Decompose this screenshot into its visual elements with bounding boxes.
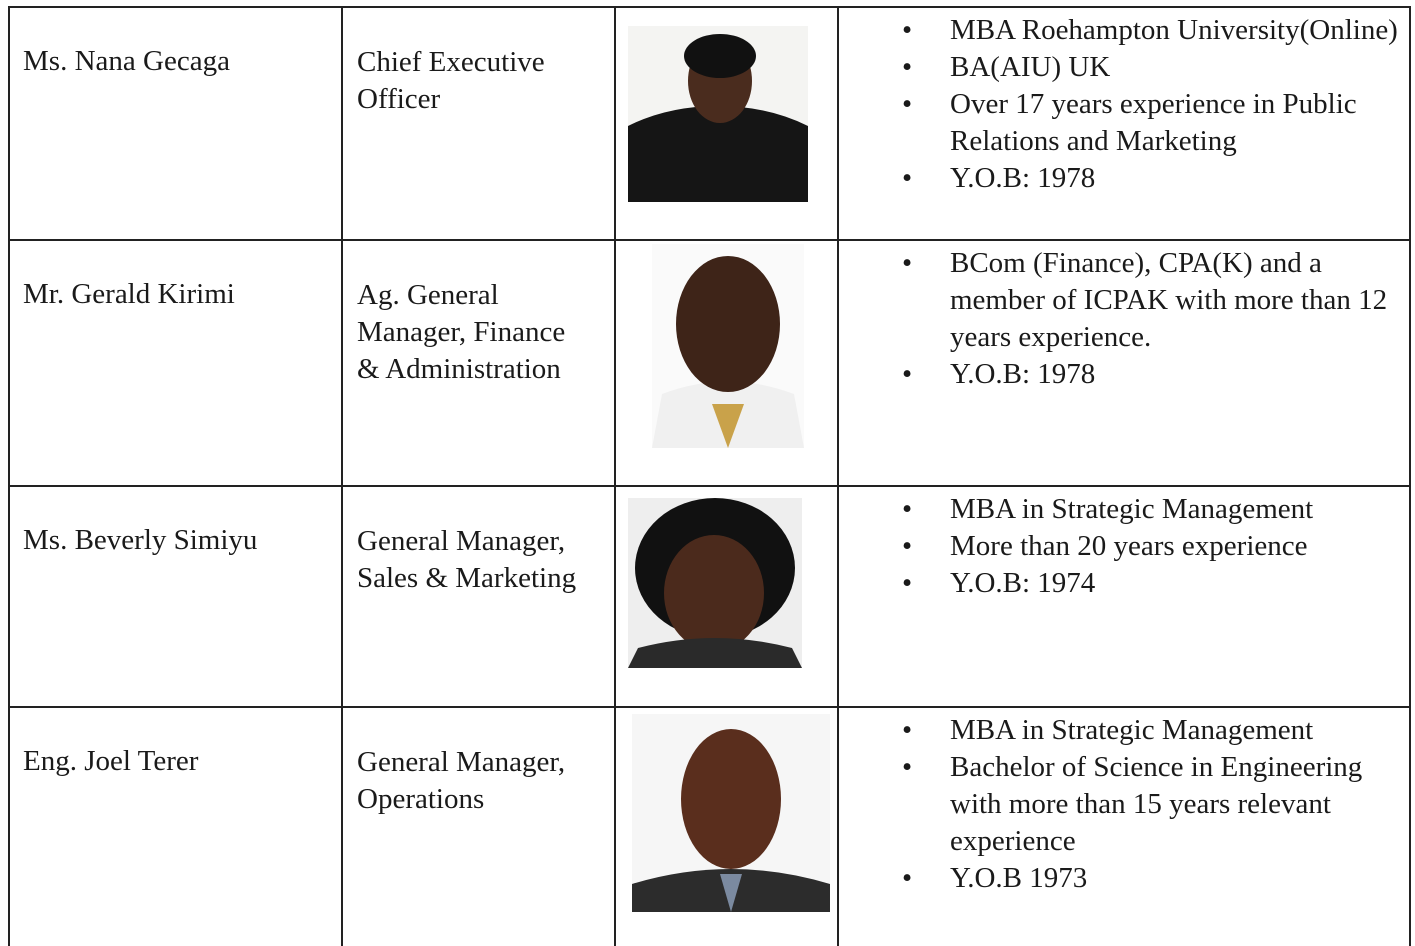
detail-item: Y.O.B 1973 — [902, 860, 1405, 897]
details: BCom (Finance), CPA(K) and a member of I… — [902, 245, 1405, 393]
photo — [628, 498, 802, 668]
detail-item: More than 20 years experience — [902, 528, 1405, 565]
detail-item: Y.O.B: 1978 — [902, 160, 1405, 197]
row-border — [8, 706, 1410, 708]
job-title-line: Manager, Finance — [357, 316, 566, 348]
job-title-line: Chief Executive — [357, 46, 545, 78]
detail-list: MBA in Strategic ManagementBachelor of S… — [902, 712, 1405, 897]
job-title: General Manager, Operations — [357, 744, 565, 818]
person-name: Eng. Joel Terer — [23, 745, 199, 777]
job-title-line: General Manager, — [357, 746, 566, 778]
photo — [628, 26, 808, 202]
column-border — [1409, 6, 1411, 946]
photo — [652, 244, 804, 448]
row-border — [8, 239, 1410, 241]
person-name: Ms. Nana Gecaga — [23, 45, 230, 77]
column-border — [837, 6, 839, 946]
job-title-line: & Administration — [357, 353, 561, 385]
detail-item: MBA in Strategic Management — [902, 712, 1405, 749]
detail-item: Over 17 years experience in Public Relat… — [902, 86, 1405, 160]
detail-item: Bachelor of Science in Engineering with … — [902, 749, 1405, 860]
details: MBA in Strategic ManagementMore than 20 … — [902, 491, 1405, 602]
details: MBA Roehampton University(Online)BA(AIU)… — [902, 12, 1405, 197]
detail-list: MBA Roehampton University(Online)BA(AIU)… — [902, 12, 1405, 197]
job-title-line: Sales & Marketing — [357, 562, 577, 594]
detail-item: MBA in Strategic Management — [902, 491, 1405, 528]
column-border — [614, 6, 616, 946]
job-title-line: Operations — [357, 783, 485, 815]
job-title: Chief Executive Officer — [357, 44, 545, 118]
person-name: Ms. Beverly Simiyu — [23, 524, 258, 556]
detail-item: BCom (Finance), CPA(K) and a member of I… — [902, 245, 1405, 356]
column-border — [341, 6, 343, 946]
job-title: Ag. General Manager, Finance & Administrat… — [357, 277, 565, 388]
row-border — [8, 485, 1410, 487]
detail-item: Y.O.B: 1974 — [902, 565, 1405, 602]
job-title: General Manager, Sales & Marketing — [357, 523, 576, 597]
photo — [632, 714, 830, 912]
column-border — [8, 6, 10, 946]
detail-item: BA(AIU) UK — [902, 49, 1405, 86]
job-title-line: General Manager, — [357, 525, 566, 557]
detail-item: MBA Roehampton University(Online) — [902, 12, 1405, 49]
detail-list: BCom (Finance), CPA(K) and a member of I… — [902, 245, 1405, 393]
detail-list: MBA in Strategic ManagementMore than 20 … — [902, 491, 1405, 602]
row-border — [8, 6, 1410, 8]
person-name: Mr. Gerald Kirimi — [23, 278, 235, 310]
detail-item: Y.O.B: 1978 — [902, 356, 1405, 393]
job-title-line: Ag. General — [357, 279, 499, 311]
job-title-line: Officer — [357, 83, 441, 115]
details: MBA in Strategic ManagementBachelor of S… — [902, 712, 1405, 897]
